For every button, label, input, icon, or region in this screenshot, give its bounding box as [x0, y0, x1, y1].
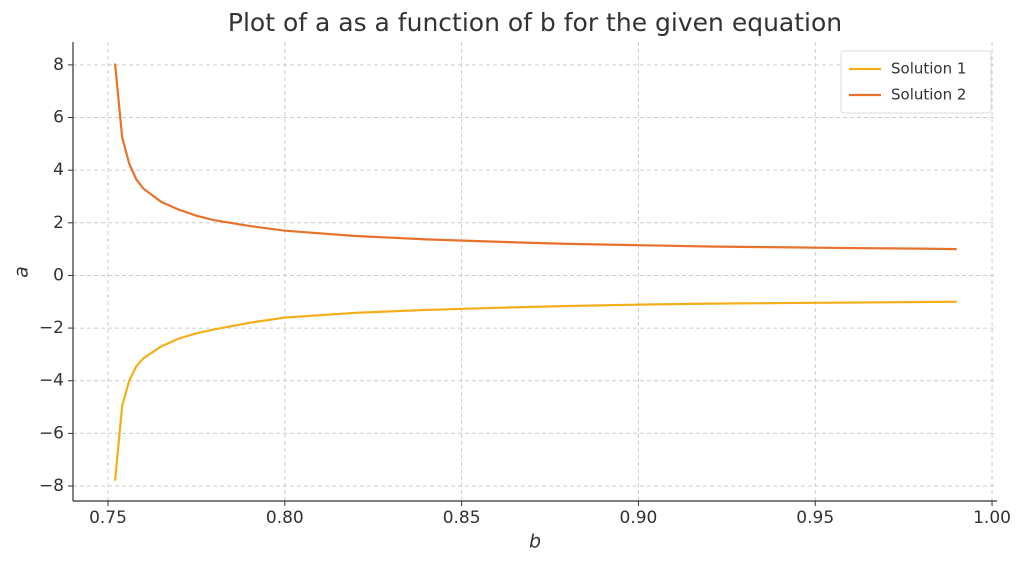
x-axis-label: b [529, 531, 541, 553]
chart-title: Plot of a as a function of b for the giv… [228, 8, 842, 37]
x-tick-label: 0.85 [443, 508, 481, 528]
legend-label: Solution 1 [891, 60, 966, 78]
y-tick-label: −8 [39, 476, 64, 496]
y-tick-label: −4 [39, 371, 64, 391]
line [113, 300, 957, 481]
y-tick-label: 8 [53, 55, 64, 75]
x-tick-label: 1.00 [973, 508, 1011, 528]
y-tick-label: 6 [53, 108, 64, 128]
y-tick-label: 4 [53, 160, 64, 180]
x-tick-label: 0.90 [620, 508, 658, 528]
y-tick-label: 0 [53, 265, 64, 285]
x-tick-label: 0.95 [796, 508, 834, 528]
y-tick-label: −6 [39, 423, 64, 443]
legend: Solution 1 Solution 2 [840, 50, 992, 114]
y-tick-label: 2 [53, 213, 64, 233]
y-axis-label: a [11, 266, 33, 278]
x-tick-label: 0.80 [266, 508, 304, 528]
legend-label: Solution 2 [891, 86, 966, 104]
x-tick-label: 0.75 [89, 508, 127, 528]
y-tick-label: −2 [39, 318, 64, 338]
line [113, 63, 957, 251]
legend-box [840, 50, 992, 114]
